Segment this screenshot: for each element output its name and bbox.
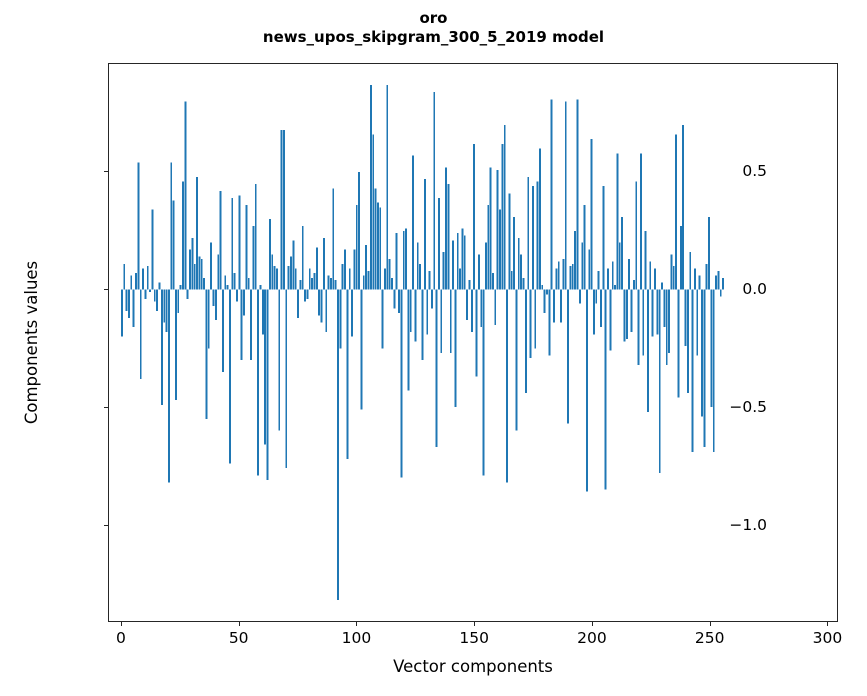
- bar-series: [120, 85, 725, 600]
- x-tick-mark: [709, 622, 711, 626]
- y-tick-label: 0.0: [742, 280, 767, 299]
- y-tick-label: −0.5: [729, 398, 767, 417]
- x-tick-mark: [827, 622, 829, 626]
- x-tick-label: 50: [228, 629, 249, 647]
- y-tick-mark: [104, 171, 108, 173]
- x-tick-mark: [591, 622, 593, 626]
- chart-title: oro news_upos_skipgram_300_5_2019 model: [0, 9, 867, 47]
- y-axis-label: Components values: [22, 260, 41, 425]
- x-tick-label: 200: [577, 629, 607, 647]
- y-tick-mark: [104, 407, 108, 409]
- x-tick-label: 300: [812, 629, 843, 647]
- x-tick-label: 150: [459, 629, 489, 647]
- x-axis-label: Vector components: [393, 657, 553, 676]
- x-tick-mark: [120, 622, 122, 626]
- chart-title-line-1: oro: [419, 9, 448, 27]
- x-tick-label: 250: [694, 629, 725, 647]
- y-tick-label: 0.5: [742, 162, 767, 181]
- y-tick-label: −1.0: [729, 516, 767, 535]
- chart-title-line-2: news_upos_skipgram_300_5_2019 model: [262, 28, 605, 46]
- plot-area: [108, 63, 838, 622]
- x-tick-mark: [238, 622, 240, 626]
- x-tick-label: 100: [341, 629, 372, 647]
- x-tick-label: 0: [116, 629, 126, 647]
- y-tick-mark: [104, 289, 108, 291]
- x-tick-mark: [474, 622, 476, 626]
- y-tick-mark: [104, 525, 108, 527]
- x-tick-mark: [356, 622, 358, 626]
